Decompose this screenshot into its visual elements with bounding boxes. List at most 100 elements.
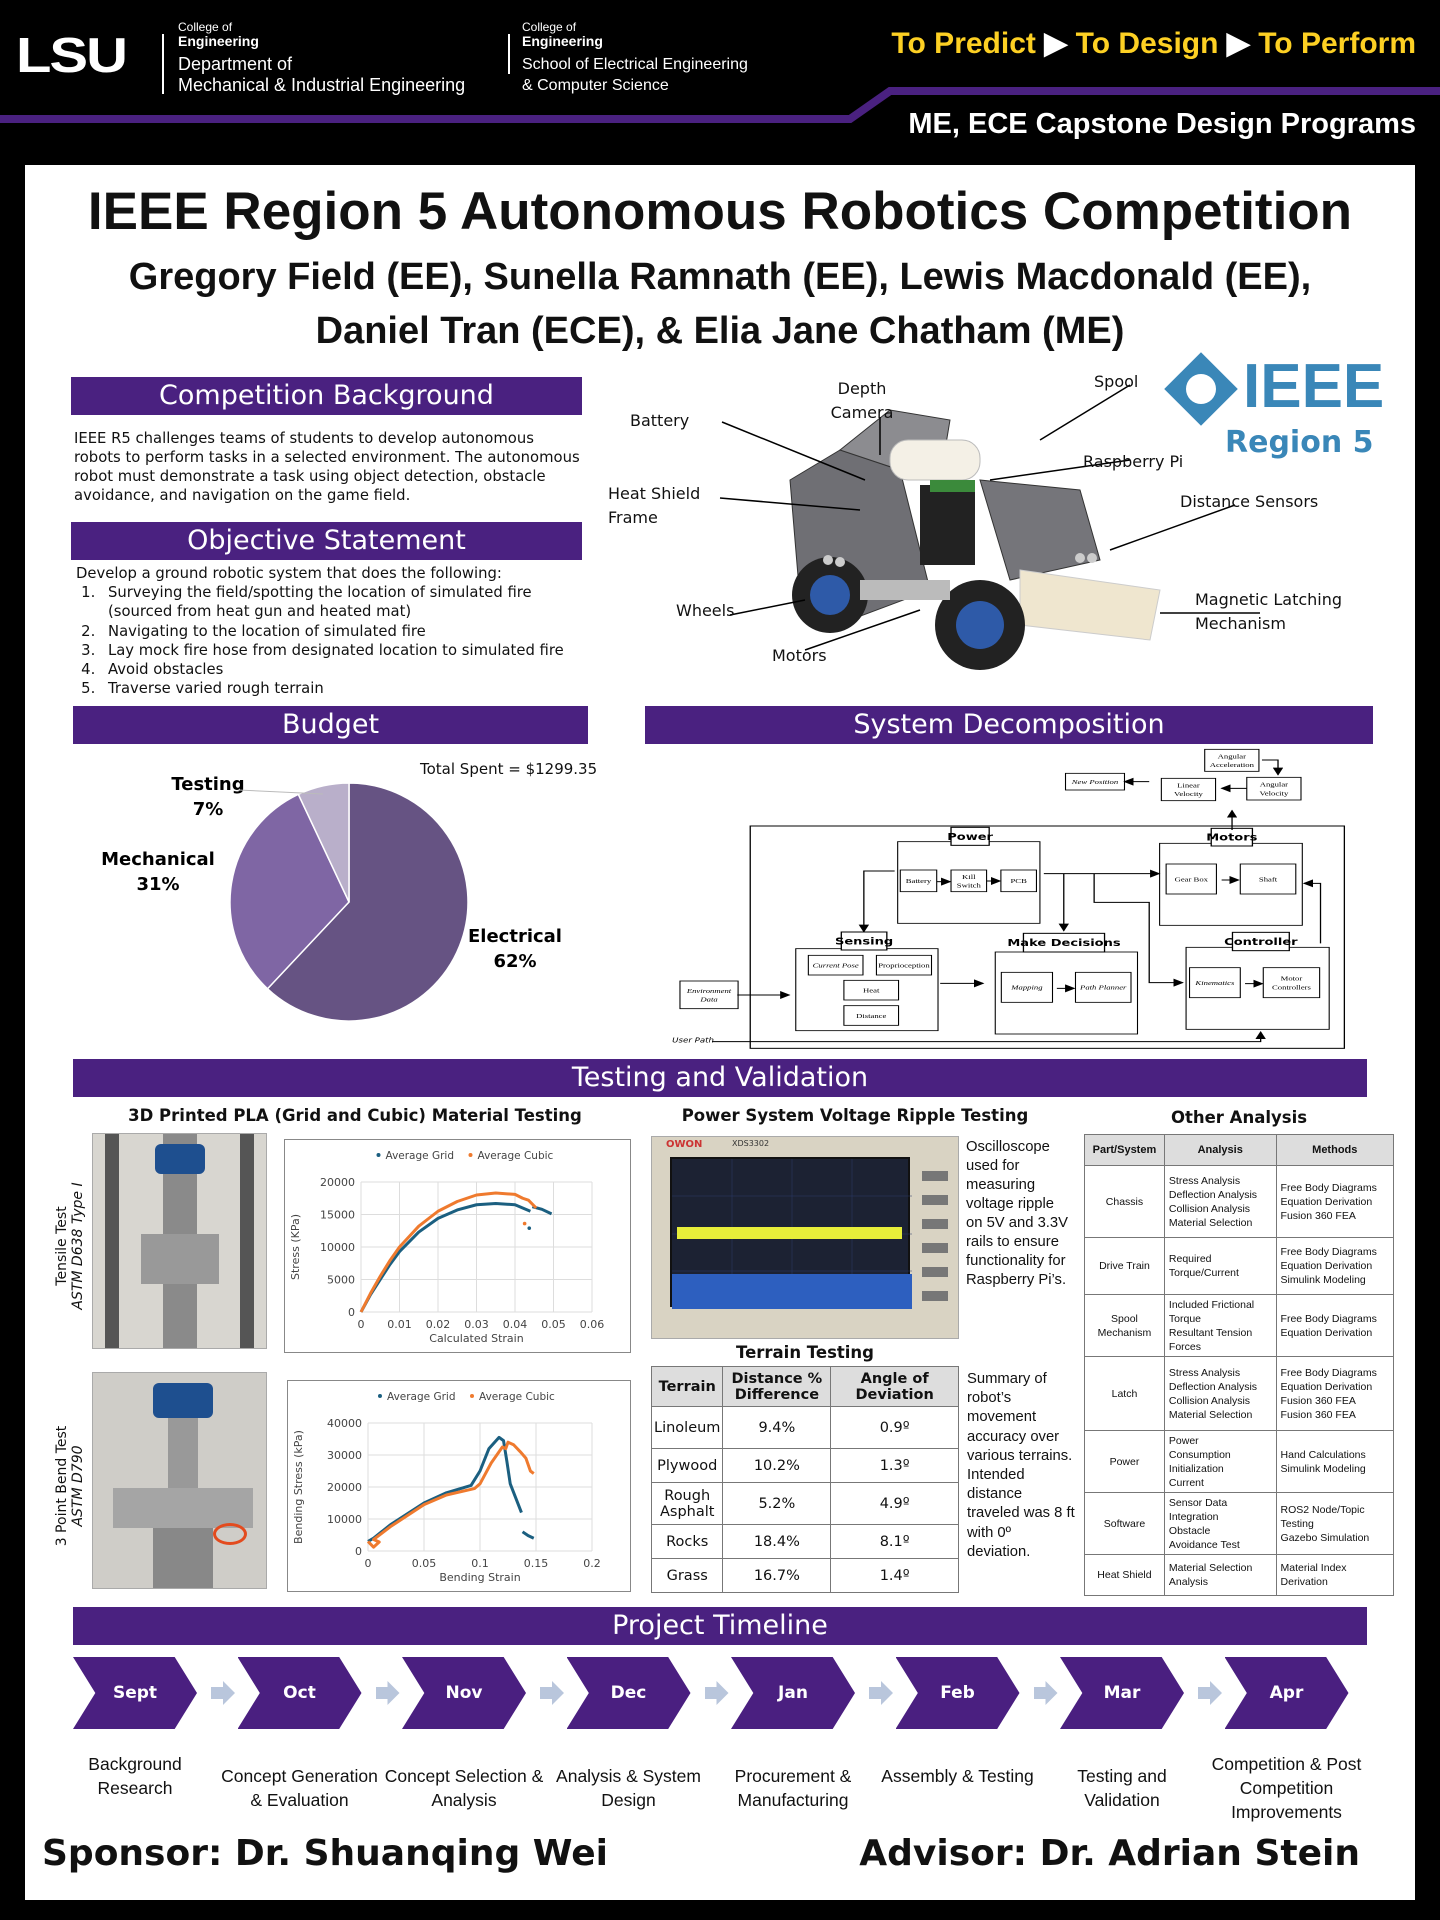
- table-cell: Stress Analysis Deflection Analysis Coll…: [1163, 1356, 1277, 1431]
- diagram-label-gearbox: Gear Box: [1175, 875, 1209, 883]
- diagram-label-kinematics: Kinematics: [1194, 979, 1234, 987]
- diagram-label-acc1: Angular: [1218, 752, 1247, 760]
- timeline-label: Background Research: [88, 1754, 182, 1798]
- lsu-logo: LSU: [16, 27, 128, 84]
- tensile-test-label: Tensile Test: [54, 1206, 70, 1286]
- diagram-label-env1: Environment: [686, 987, 732, 995]
- table-cell: 1.3º: [830, 1448, 959, 1483]
- table-cell: Plywood: [650, 1448, 724, 1483]
- table-cell: 8.1º: [830, 1524, 959, 1559]
- diagram-box: [1159, 842, 1303, 926]
- college-label: Engineering: [178, 33, 259, 49]
- x-tick-label: 0.02: [426, 1318, 451, 1331]
- pie-slice-electrical: [266, 782, 469, 1022]
- diagram-box: [1074, 971, 1132, 1003]
- x-tick-label: 0.05: [412, 1557, 437, 1570]
- diagram-box: [1231, 931, 1290, 952]
- column-header: Part/System: [1084, 1134, 1165, 1166]
- objective-intro: Develop a ground robotic system that doe…: [76, 565, 502, 582]
- diagram-arrow: [712, 1031, 1266, 1043]
- diagram-box: [679, 980, 739, 1010]
- diagram-label-battery: Battery: [906, 877, 932, 885]
- table-cell: 0.9º: [830, 1406, 959, 1449]
- table-cell: 5.2%: [722, 1482, 832, 1525]
- robot-body: [789, 409, 1161, 670]
- y-tick-label: 10000: [327, 1513, 362, 1526]
- timeline-label: Concept Selection & Analysis: [384, 1766, 544, 1810]
- header-stripe: [0, 87, 1440, 123]
- diagram-label-mapping: Mapping: [1010, 984, 1043, 992]
- diagram-arrow: [858, 870, 895, 933]
- sponsor: Sponsor: Dr. Shuanqing Wei: [42, 1833, 608, 1874]
- table-row: Latch Stress Analysis Deflection Analysis…: [1084, 1356, 1395, 1431]
- authors: Gregory Field (EE), Sunella Ramnath (EE)…: [25, 250, 1415, 358]
- diagram-box: [875, 954, 933, 976]
- y-tick-label: 5000: [327, 1274, 355, 1287]
- pie-slice-testing: [297, 782, 350, 903]
- timeline-month: Nov: [445, 1683, 483, 1703]
- robot-label: Depth: [837, 379, 887, 398]
- tensile-test-photo: [92, 1133, 267, 1349]
- other-analysis-table: Part/System Analysis Methods Chassis Stress …: [1084, 1134, 1395, 1596]
- table-row: Chassis Stress Analysis Deflection Analys…: [1084, 1165, 1395, 1238]
- table-cell: Required Torque/Current: [1163, 1237, 1277, 1295]
- y-axis-label: Stress (KPa): [289, 1214, 302, 1280]
- objective-item: Lay mock fire hose from designated locat…: [100, 641, 586, 660]
- timeline-label: Analysis & System Design: [556, 1766, 701, 1810]
- tagline: To Predict ▶ To Design ▶ To Perform: [891, 26, 1416, 61]
- table-cell: Chassis: [1084, 1165, 1165, 1238]
- diagram-label-kill1: Kill: [962, 873, 975, 881]
- diagram-label-path_planner: Path Planner: [1079, 984, 1128, 992]
- table-cell: Linoleum: [650, 1406, 724, 1449]
- bend-standard: ASTM D790: [70, 1445, 86, 1527]
- x-tick-label: 0: [365, 1557, 372, 1570]
- table-row: Rocks 18.4% 8.1º: [650, 1524, 959, 1559]
- diagram-box: [843, 979, 900, 1001]
- table-row: Linoleum 9.4% 0.9º: [650, 1406, 959, 1449]
- x-axis-label: Bending Strain: [439, 1571, 520, 1584]
- timeline-step-oct: Oct: [237, 1657, 362, 1729]
- diagram-label-acc2: Acceleration: [1210, 761, 1254, 769]
- diagram-label-motor_ctrl2: Controllers: [1272, 983, 1311, 991]
- table-row: Rough Asphalt 5.2% 4.9º: [650, 1482, 959, 1525]
- page-title: IEEE Region 5 Autonomous Robotics Compet…: [87, 182, 1353, 241]
- robot-label: Distance Sensors: [1180, 492, 1319, 511]
- table-header-row: Part/System Analysis Methods: [1084, 1134, 1395, 1166]
- play-arrow-icon: ▶: [1044, 27, 1068, 60]
- bend-chart: 0 10000 20000 30000 40000 0 0.05 0.1 0.15 0.2 Bend…: [287, 1380, 631, 1592]
- play-arrow-icon: ▶: [1226, 27, 1250, 60]
- robot-label: Raspberry Pi: [1083, 452, 1184, 471]
- table-row: Spool Mechanism Included Frictional Torqu…: [1084, 1294, 1395, 1357]
- diagram-label-motor_ctrl1: Motor: [1281, 975, 1303, 983]
- college-label: College of: [178, 20, 233, 34]
- diagram-label-new_position: New Position: [1071, 778, 1119, 786]
- dept-name: School of Electrical Engineering: [522, 56, 748, 73]
- diagram-label-pcb: PCB: [1010, 877, 1026, 885]
- robot-render: [719, 384, 1260, 670]
- diagram-box: [1204, 748, 1260, 772]
- diagram-arrow: [1261, 759, 1284, 776]
- series-average-grid: [367, 1435, 523, 1543]
- section-header-timeline: Project Timeline: [73, 1607, 1367, 1645]
- timeline-month: Jan: [778, 1683, 808, 1703]
- table-cell: 16.7%: [722, 1558, 832, 1593]
- diagram-label-shaft: Shaft: [1259, 875, 1278, 883]
- timeline-month: Apr: [1269, 1683, 1304, 1703]
- diagram-label-distance: Distance: [856, 1012, 887, 1020]
- diagram-box: [899, 869, 938, 893]
- objective-item: Navigating to the location of simulated …: [100, 622, 586, 641]
- column-header: Angle of Deviation: [830, 1366, 959, 1407]
- table-cell: Drive Train: [1084, 1237, 1165, 1295]
- timeline-label: Testing and Validation: [1077, 1766, 1167, 1810]
- other-analysis-title: Other Analysis: [1170, 1108, 1308, 1127]
- timeline-month: Feb: [940, 1683, 975, 1703]
- x-tick-label: 0.04: [503, 1318, 528, 1331]
- pie-value: 7%: [193, 799, 224, 820]
- table-cell: Software: [1084, 1492, 1165, 1555]
- dept-name: Department of: [178, 54, 293, 74]
- table-cell: Rocks: [650, 1524, 724, 1559]
- osc-model: XDS3302: [732, 1139, 770, 1148]
- table-cell: 4.9º: [830, 1482, 959, 1525]
- robot-leader-lines: [719, 384, 1260, 651]
- tensile-chart: 0 5000 10000 15000 20000 0 0.01 0.02 0.03 0.04 0.0…: [284, 1139, 631, 1353]
